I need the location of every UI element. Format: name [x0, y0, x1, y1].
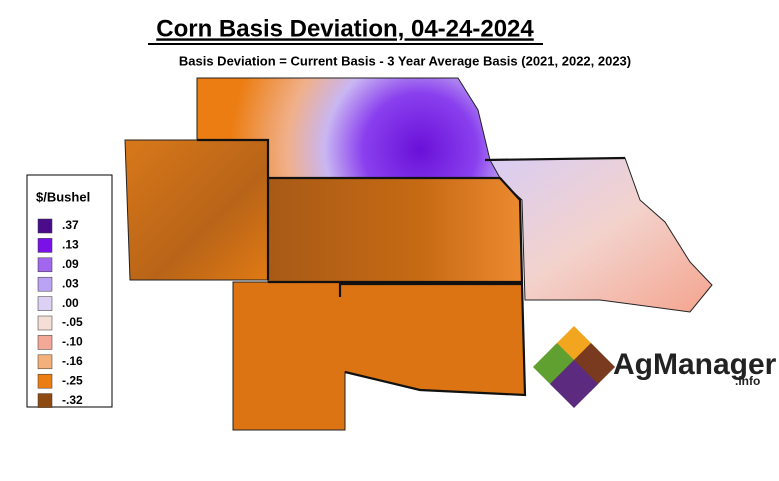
legend-swatch — [37, 315, 53, 331]
colorado-region — [124, 139, 269, 281]
legend-label: -.25 — [62, 373, 83, 387]
legend-swatch — [37, 373, 53, 389]
logo-suffix: .info — [735, 374, 760, 388]
logo: AgManager .info — [532, 325, 777, 409]
legend-label: -.05 — [62, 315, 83, 329]
state-border — [338, 282, 527, 397]
map-subtitle: Basis Deviation = Current Basis - 3 Year… — [179, 53, 631, 68]
legend-swatch — [37, 335, 53, 350]
legend-label: .09 — [62, 257, 79, 271]
oklahoma-texas-region — [232, 281, 526, 431]
logo-tile — [549, 359, 599, 409]
legend: $/Bushel .37 .13 .09 .03 .00 -.05 -.10 -.16 -.25… — [26, 174, 113, 408]
legend-label: -.10 — [62, 335, 83, 349]
map-title: Corn Basis Deviation, 04-24-2024 — [156, 15, 534, 42]
legend-label: -.32 — [62, 393, 83, 407]
legend-swatch — [37, 276, 53, 292]
legend-label: .37 — [62, 218, 79, 232]
kansas-region — [267, 177, 523, 283]
legend-title: $/Bushel — [36, 189, 90, 204]
logo-name: AgManager — [613, 348, 777, 381]
legend-swatch — [37, 218, 53, 234]
legend-label: .13 — [62, 238, 79, 252]
map — [124, 77, 713, 431]
legend-swatch — [37, 257, 53, 273]
state-border — [197, 138, 270, 280]
legend-swatch — [37, 393, 53, 408]
legend-label: .03 — [62, 276, 79, 290]
legend-swatch — [37, 296, 53, 311]
legend-label: -.16 — [62, 354, 83, 368]
legend-swatch — [37, 238, 53, 253]
legend-items: .37 .13 .09 .03 .00 -.05 -.10 -.16 -.25 -.32 — [37, 218, 83, 408]
legend-swatch — [37, 354, 53, 370]
state-border — [268, 176, 524, 284]
legend-label: .00 — [62, 296, 79, 310]
state-border — [484, 156, 626, 162]
